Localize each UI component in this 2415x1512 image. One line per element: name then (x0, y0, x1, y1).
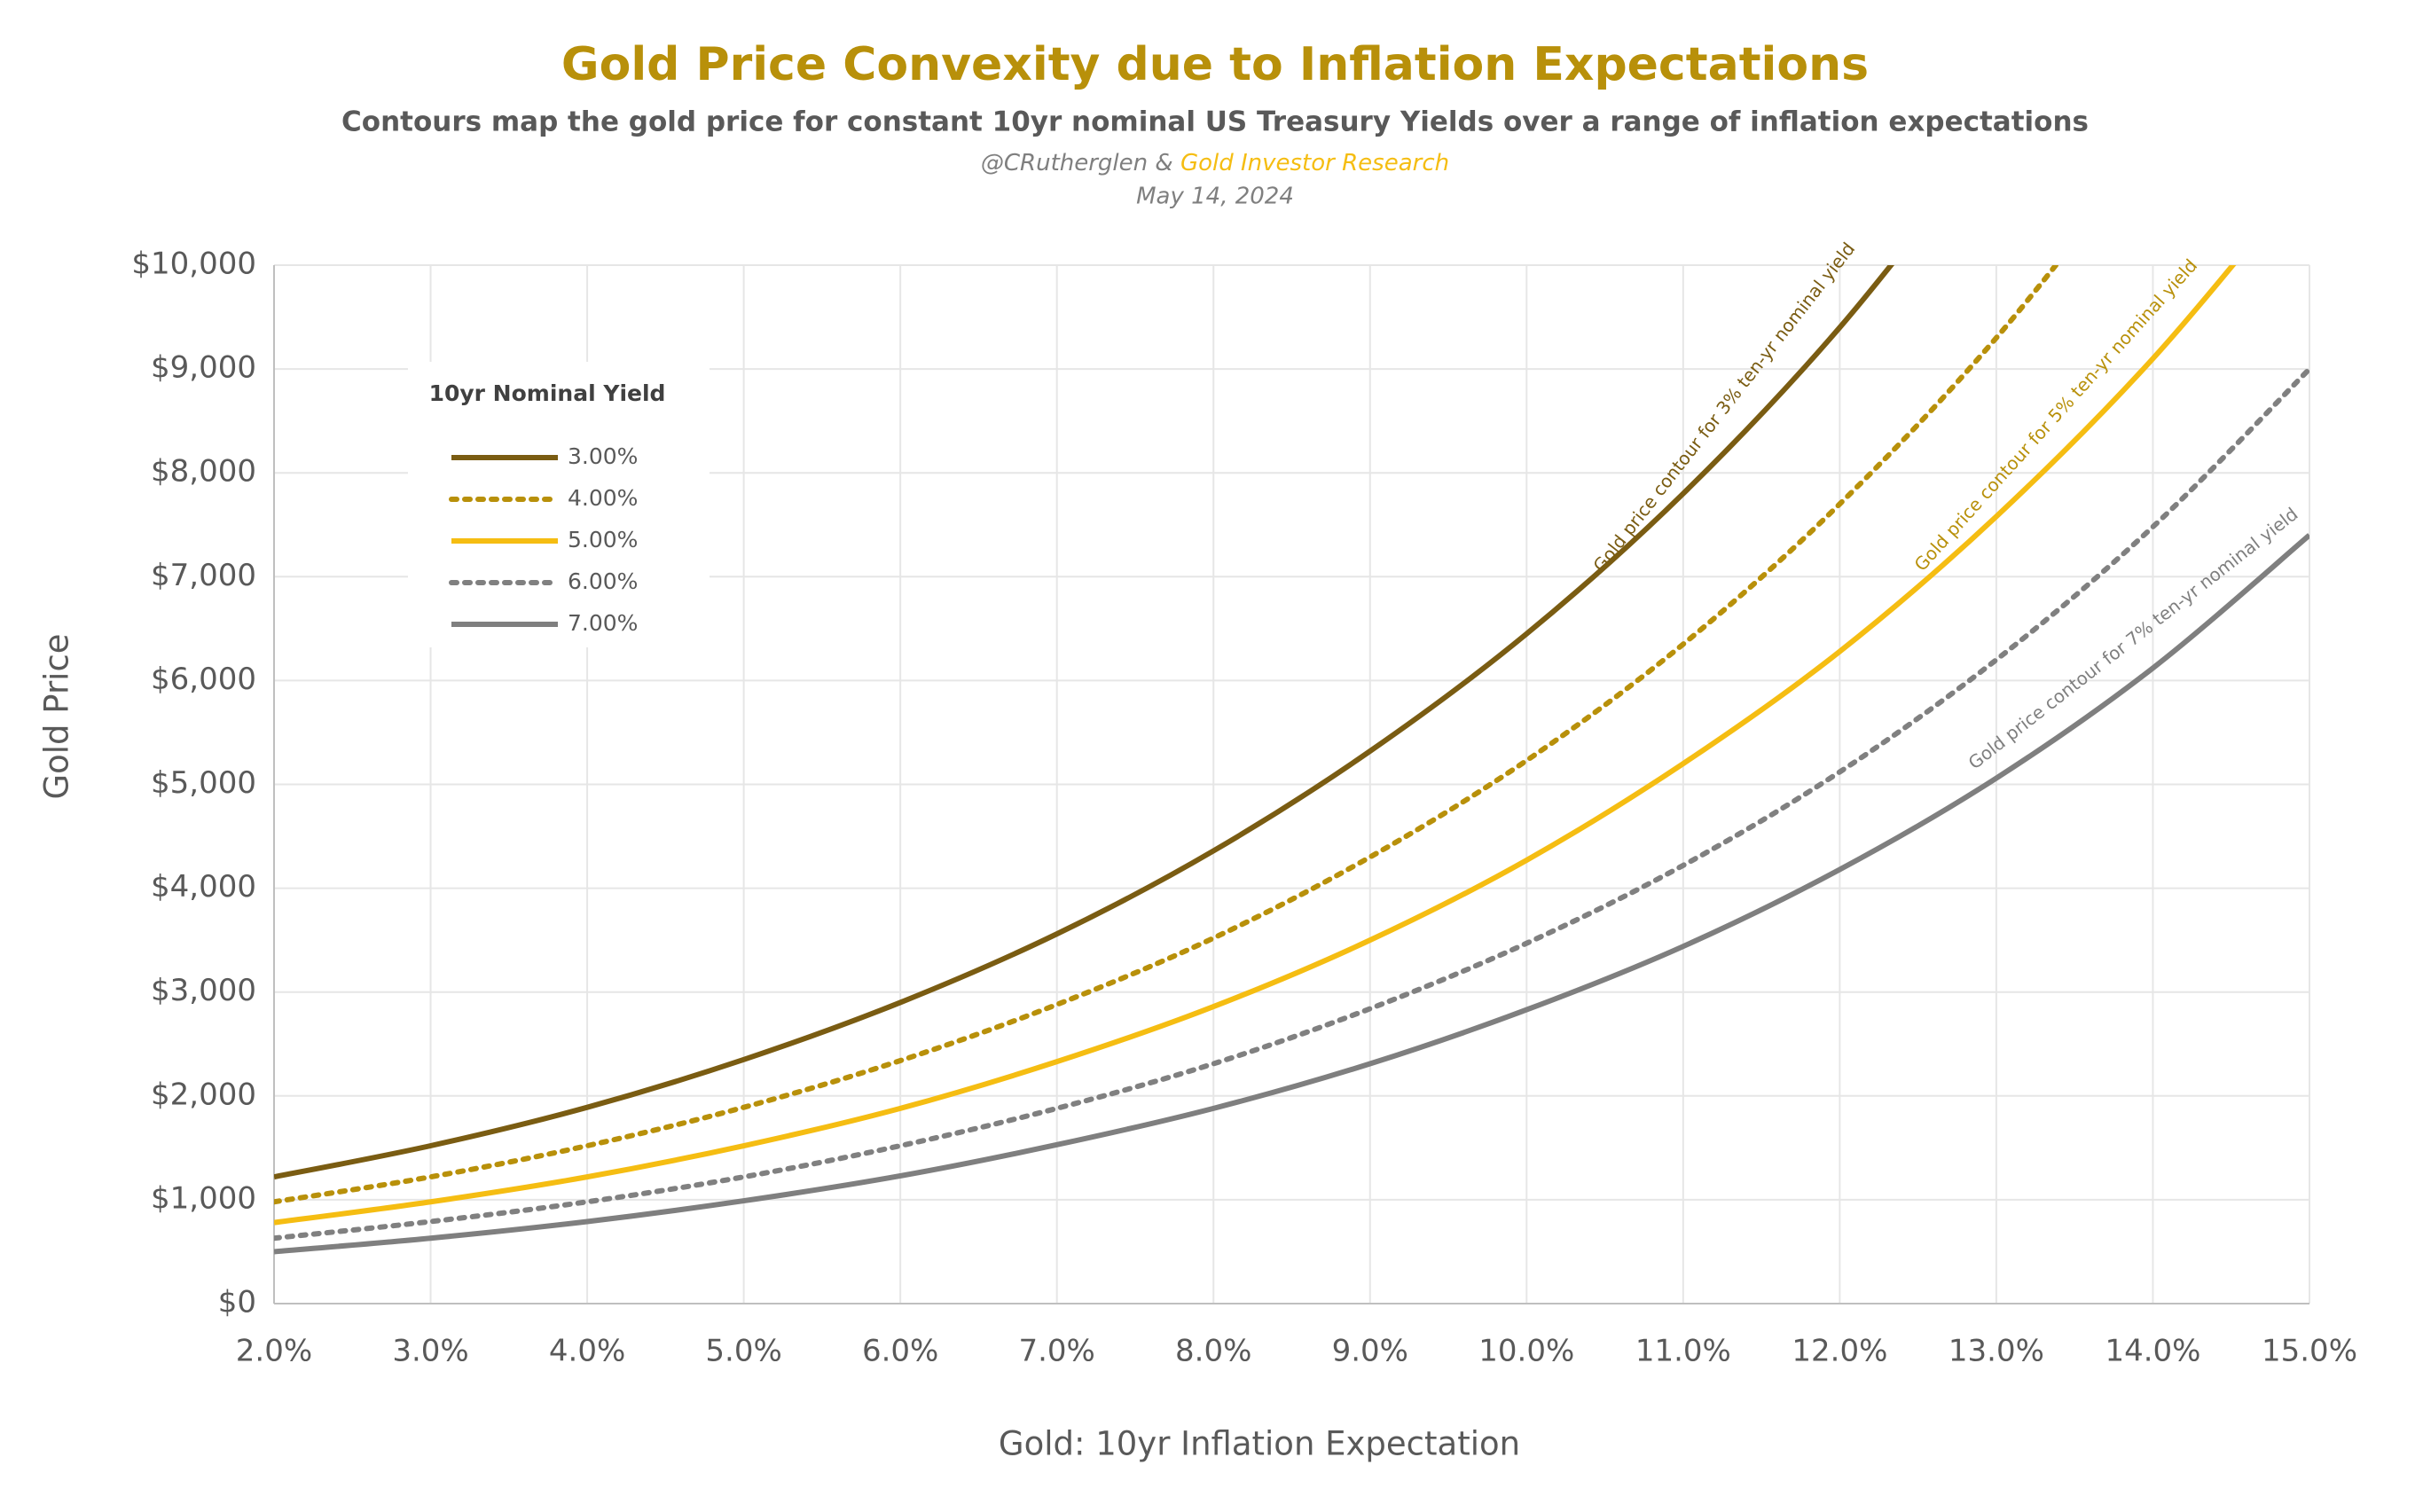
y-tick-label: $5,000 (151, 765, 256, 801)
x-tick-label: 15.0% (2262, 1334, 2357, 1369)
x-tick-label: 3.0% (392, 1334, 468, 1369)
plot-lines (274, 265, 2309, 1255)
x-axis-title: Gold: 10yr Inflation Expectation (999, 1425, 1520, 1463)
y-tick-label: $0 (218, 1285, 256, 1320)
legend: 10yr Nominal Yield 3.00% 4.00% 5.00% 6.00% 7… (408, 362, 710, 647)
x-tick-label: 11.0% (1635, 1334, 1731, 1369)
y-tick-label: $10,000 (131, 247, 256, 282)
chart-date: May 14, 2024 (1136, 184, 1294, 210)
credit-author: @CRutherglen & (981, 150, 1180, 176)
x-tick-label: 5.0% (705, 1334, 781, 1369)
y-tick-label: $8,000 (151, 454, 256, 490)
series-line (274, 265, 2237, 1226)
y-tick-label: $2,000 (151, 1077, 256, 1112)
legend-box (408, 362, 710, 647)
y-tick-label: $9,000 (151, 350, 256, 386)
legend-label: 7.00% (568, 610, 638, 636)
legend-label: 5.00% (568, 527, 638, 552)
legend-label: 6.00% (568, 568, 638, 594)
series-line (274, 366, 2309, 1242)
x-tick-label: 2.0% (236, 1334, 312, 1369)
legend-title: 10yr Nominal Yield (429, 380, 666, 406)
grid: $0 $1,000 $2,000 $3,000 $4,000 $5,000 $6,000 $7… (131, 247, 2357, 1369)
chart-subtitle: Contours map the gold price for constant… (341, 106, 2089, 138)
series-line (274, 265, 1895, 1180)
x-tick-label: 8.0% (1175, 1334, 1251, 1369)
y-tick-label: $4,000 (151, 869, 256, 905)
y-axis-title: Gold Price (38, 633, 76, 799)
credit-link: Gold Investor Research (1180, 150, 1449, 176)
legend-label: 3.00% (568, 443, 638, 469)
x-tick-label: 10.0% (1478, 1334, 1574, 1369)
y-tick-label: $1,000 (151, 1180, 256, 1216)
x-tick-label: 9.0% (1332, 1334, 1408, 1369)
x-tick-label: 7.0% (1018, 1334, 1094, 1369)
y-tick-label: $7,000 (151, 558, 256, 593)
credit: @CRutherglen & Gold Investor Research (981, 150, 1449, 176)
x-tick-label: 6.0% (862, 1334, 938, 1369)
x-tick-label: 14.0% (2105, 1334, 2200, 1369)
x-tick-label: 13.0% (1948, 1334, 2044, 1369)
series-line (274, 533, 2309, 1255)
x-tick-label: 12.0% (1792, 1334, 1887, 1369)
y-tick-label: $3,000 (151, 973, 256, 1008)
legend-label: 4.00% (568, 485, 638, 511)
chart-title: Gold Price Convexity due to Inflation Ex… (561, 38, 1869, 91)
y-tick-label: $6,000 (151, 662, 256, 697)
x-tick-label: 4.0% (549, 1334, 625, 1369)
series-line (274, 265, 2059, 1205)
